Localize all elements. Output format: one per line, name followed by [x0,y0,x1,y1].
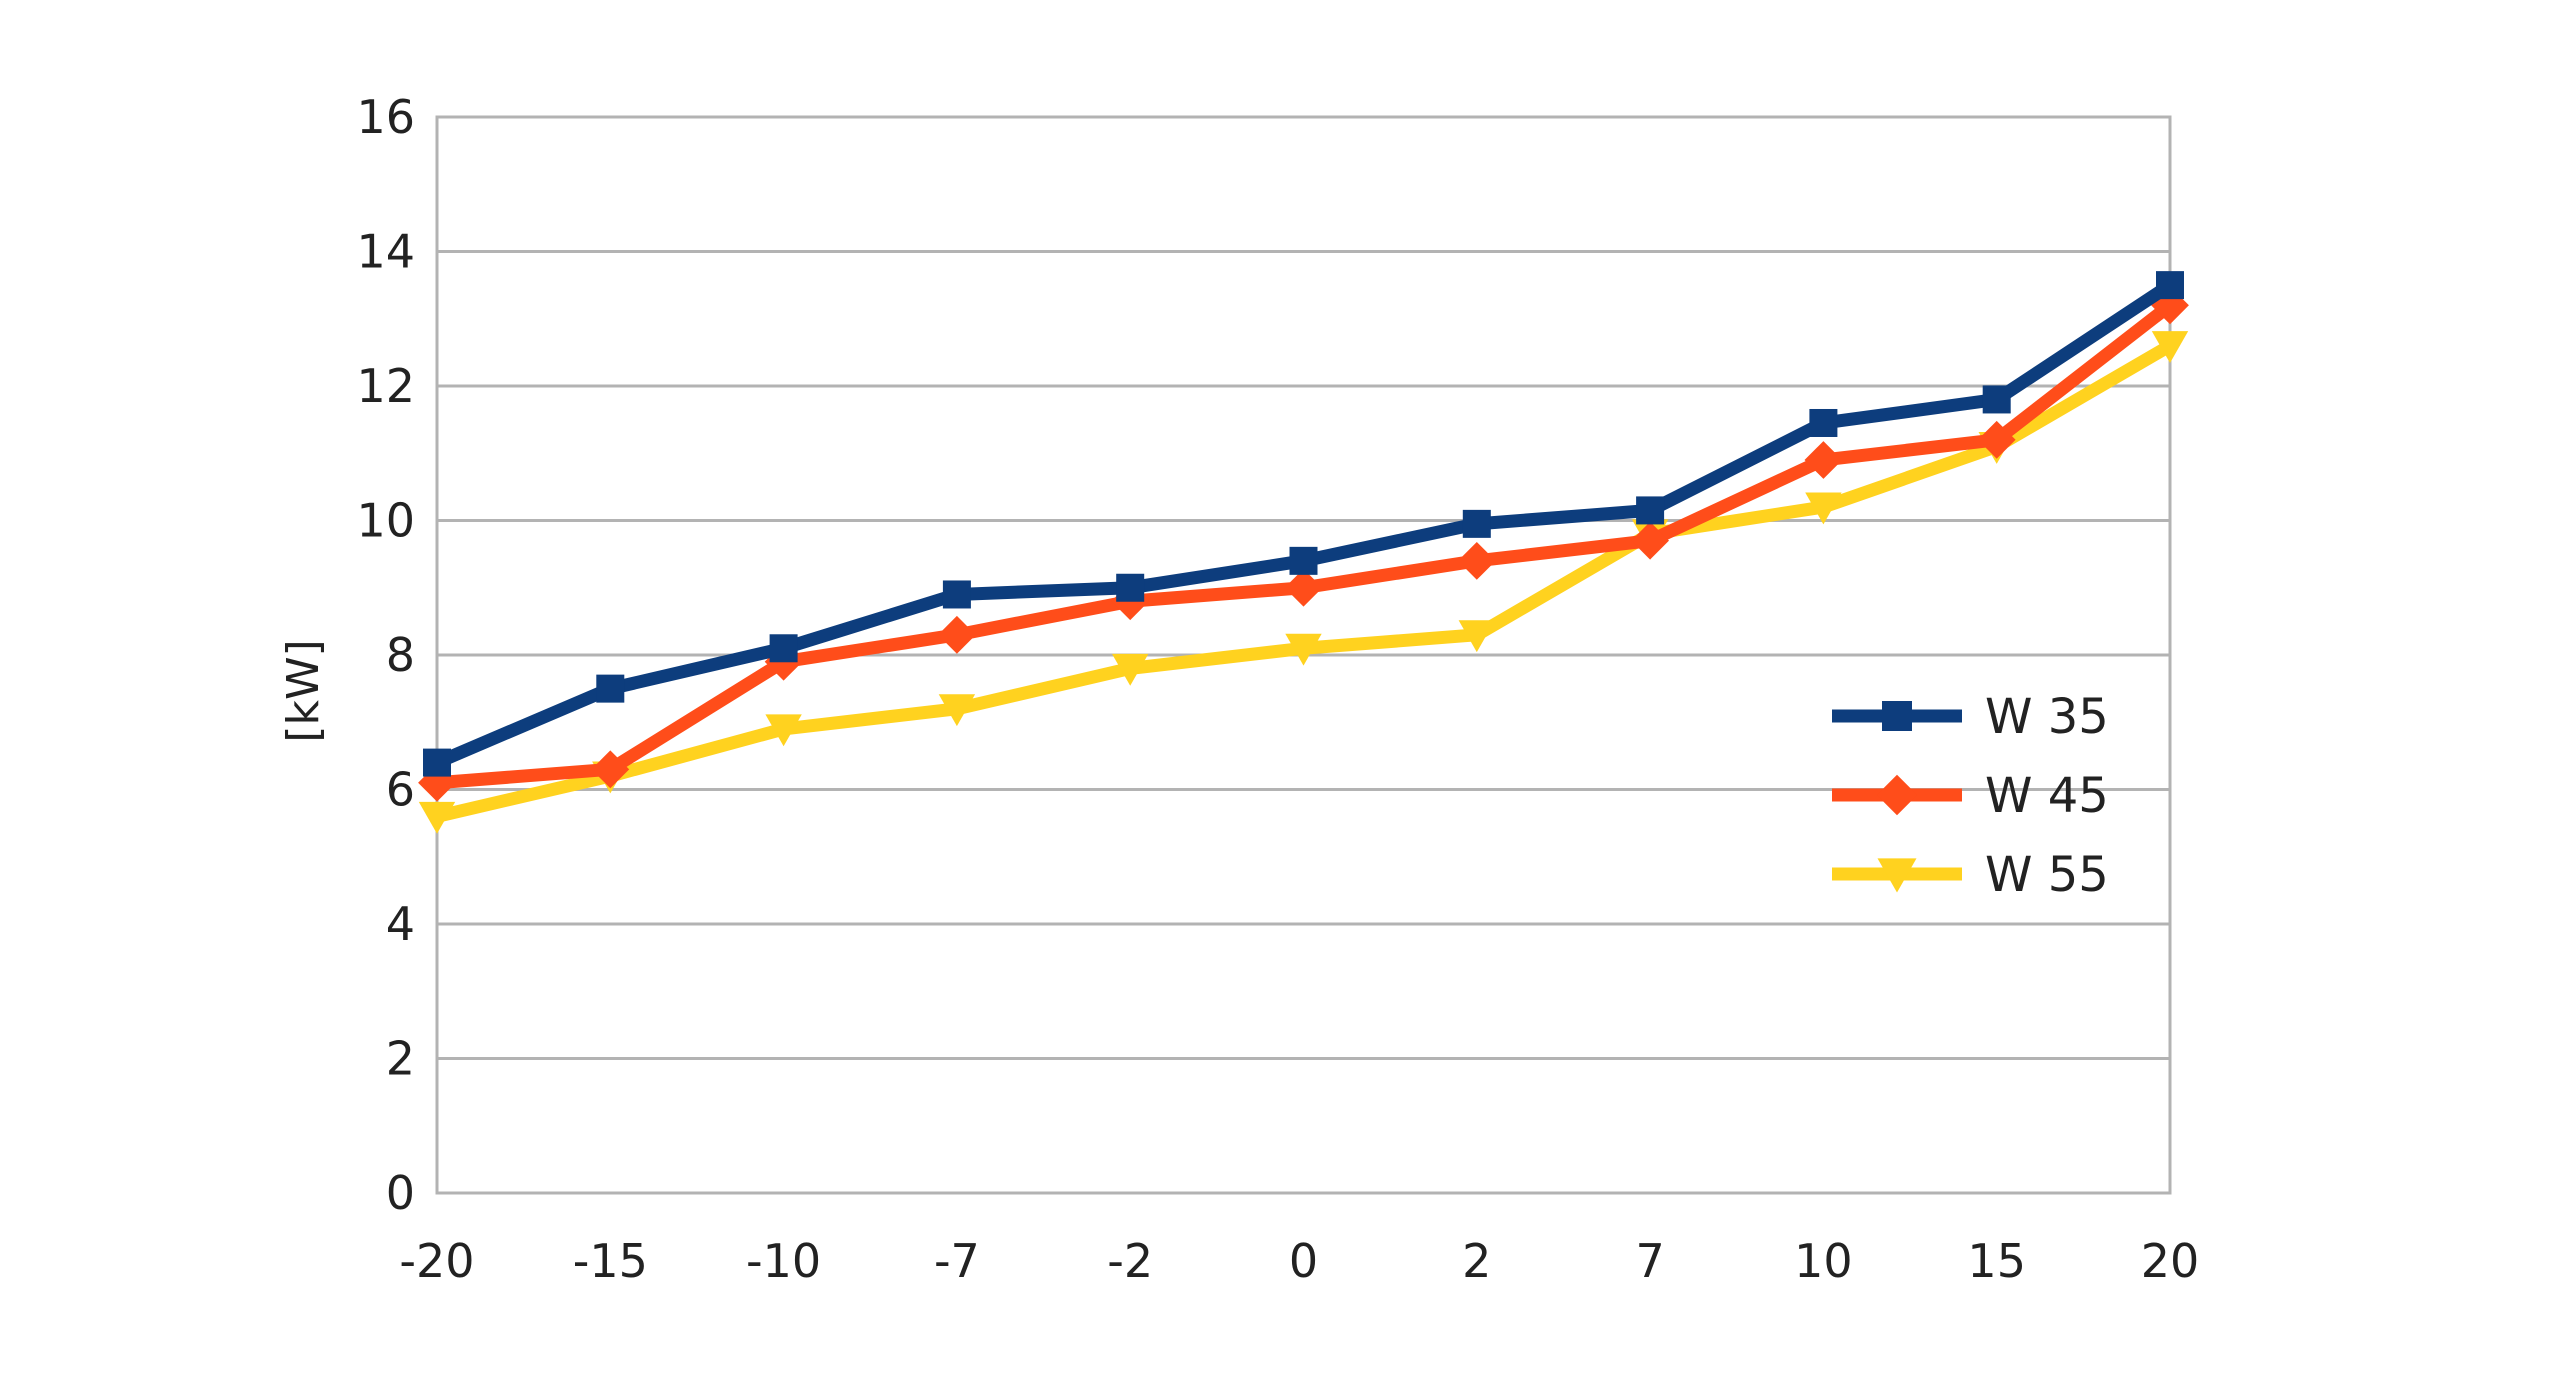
plot-area-frame [435,115,2172,1195]
data-point-marker [1805,492,1842,525]
data-point-marker [1982,385,2011,414]
data-point-marker [1285,633,1322,666]
y-tick-label: 0 [386,1166,415,1220]
data-point-marker [1462,509,1491,538]
x-tick-label: -2 [1107,1234,1153,1288]
legend-item: W 45 [1832,768,2109,824]
y-tick-label: 4 [386,897,415,951]
x-tick-label: 2 [1462,1234,1491,1288]
x-tick-label: -20 [399,1234,474,1288]
data-point-marker [1876,774,1918,816]
data-point-marker [1458,620,1495,653]
data-point-marker [1882,701,1912,731]
y-tick-label: 16 [356,90,415,144]
legend-label: W 45 [1985,768,2109,824]
data-point-marker [1284,568,1323,607]
legend-item: W 55 [1832,847,2109,903]
data-point-marker [1116,573,1145,602]
y-tick-label: 6 [386,763,415,817]
x-tick-label: 10 [1794,1234,1853,1288]
x-tick-label: -15 [573,1234,648,1288]
data-point-marker [1457,541,1496,580]
data-point-marker [1877,858,1917,893]
series-group [418,271,2189,834]
data-point-marker [938,615,976,654]
data-point-marker [1112,653,1149,686]
data-point-marker [2156,271,2184,300]
x-tick-label: 20 [2141,1234,2200,1288]
x-tick-label: 0 [1289,1234,1318,1288]
x-tick-label: 7 [1635,1234,1664,1288]
y-tick-label: 2 [386,1032,415,1086]
legend: W 35 W 45 W 55 [1832,689,2109,903]
data-point-marker [1977,420,2016,459]
data-point-marker [591,750,630,789]
data-point-marker [942,580,971,609]
legend-label: W 55 [1985,847,2109,903]
data-point-marker [938,694,976,727]
data-point-marker [418,763,456,802]
data-point-marker [596,674,625,703]
data-point-marker [423,748,451,777]
y-tick-label: 10 [356,494,415,548]
legend-item: W 35 [1832,689,2109,745]
data-point-marker [1636,496,1665,525]
y-tick-label: 8 [386,628,415,682]
series-w-35 [423,271,2184,777]
y-tick-label: 14 [356,225,415,279]
x-tick-labels: -20 -15 -10 -7 -2 0 2 7 10 15 20 [399,1234,2199,1288]
series-w-45 [418,286,2189,802]
data-point-marker [2151,331,2189,363]
data-point-marker [769,634,798,663]
data-point-marker [1809,408,1838,437]
data-point-marker [765,714,802,747]
x-tick-label: -7 [934,1234,980,1288]
data-point-marker [1804,441,1843,479]
x-tick-label: 15 [1967,1234,2026,1288]
data-point-marker [1631,521,1669,560]
y-tick-labels: 0 2 4 6 8 10 12 14 16 [356,90,415,1220]
legend-label: W 35 [1985,689,2109,745]
x-tick-label: -10 [746,1234,821,1288]
y-tick-label: 12 [356,359,415,413]
y-axis-label: [kW] [278,639,329,742]
data-point-marker [1289,546,1318,575]
data-point-marker [418,801,456,834]
